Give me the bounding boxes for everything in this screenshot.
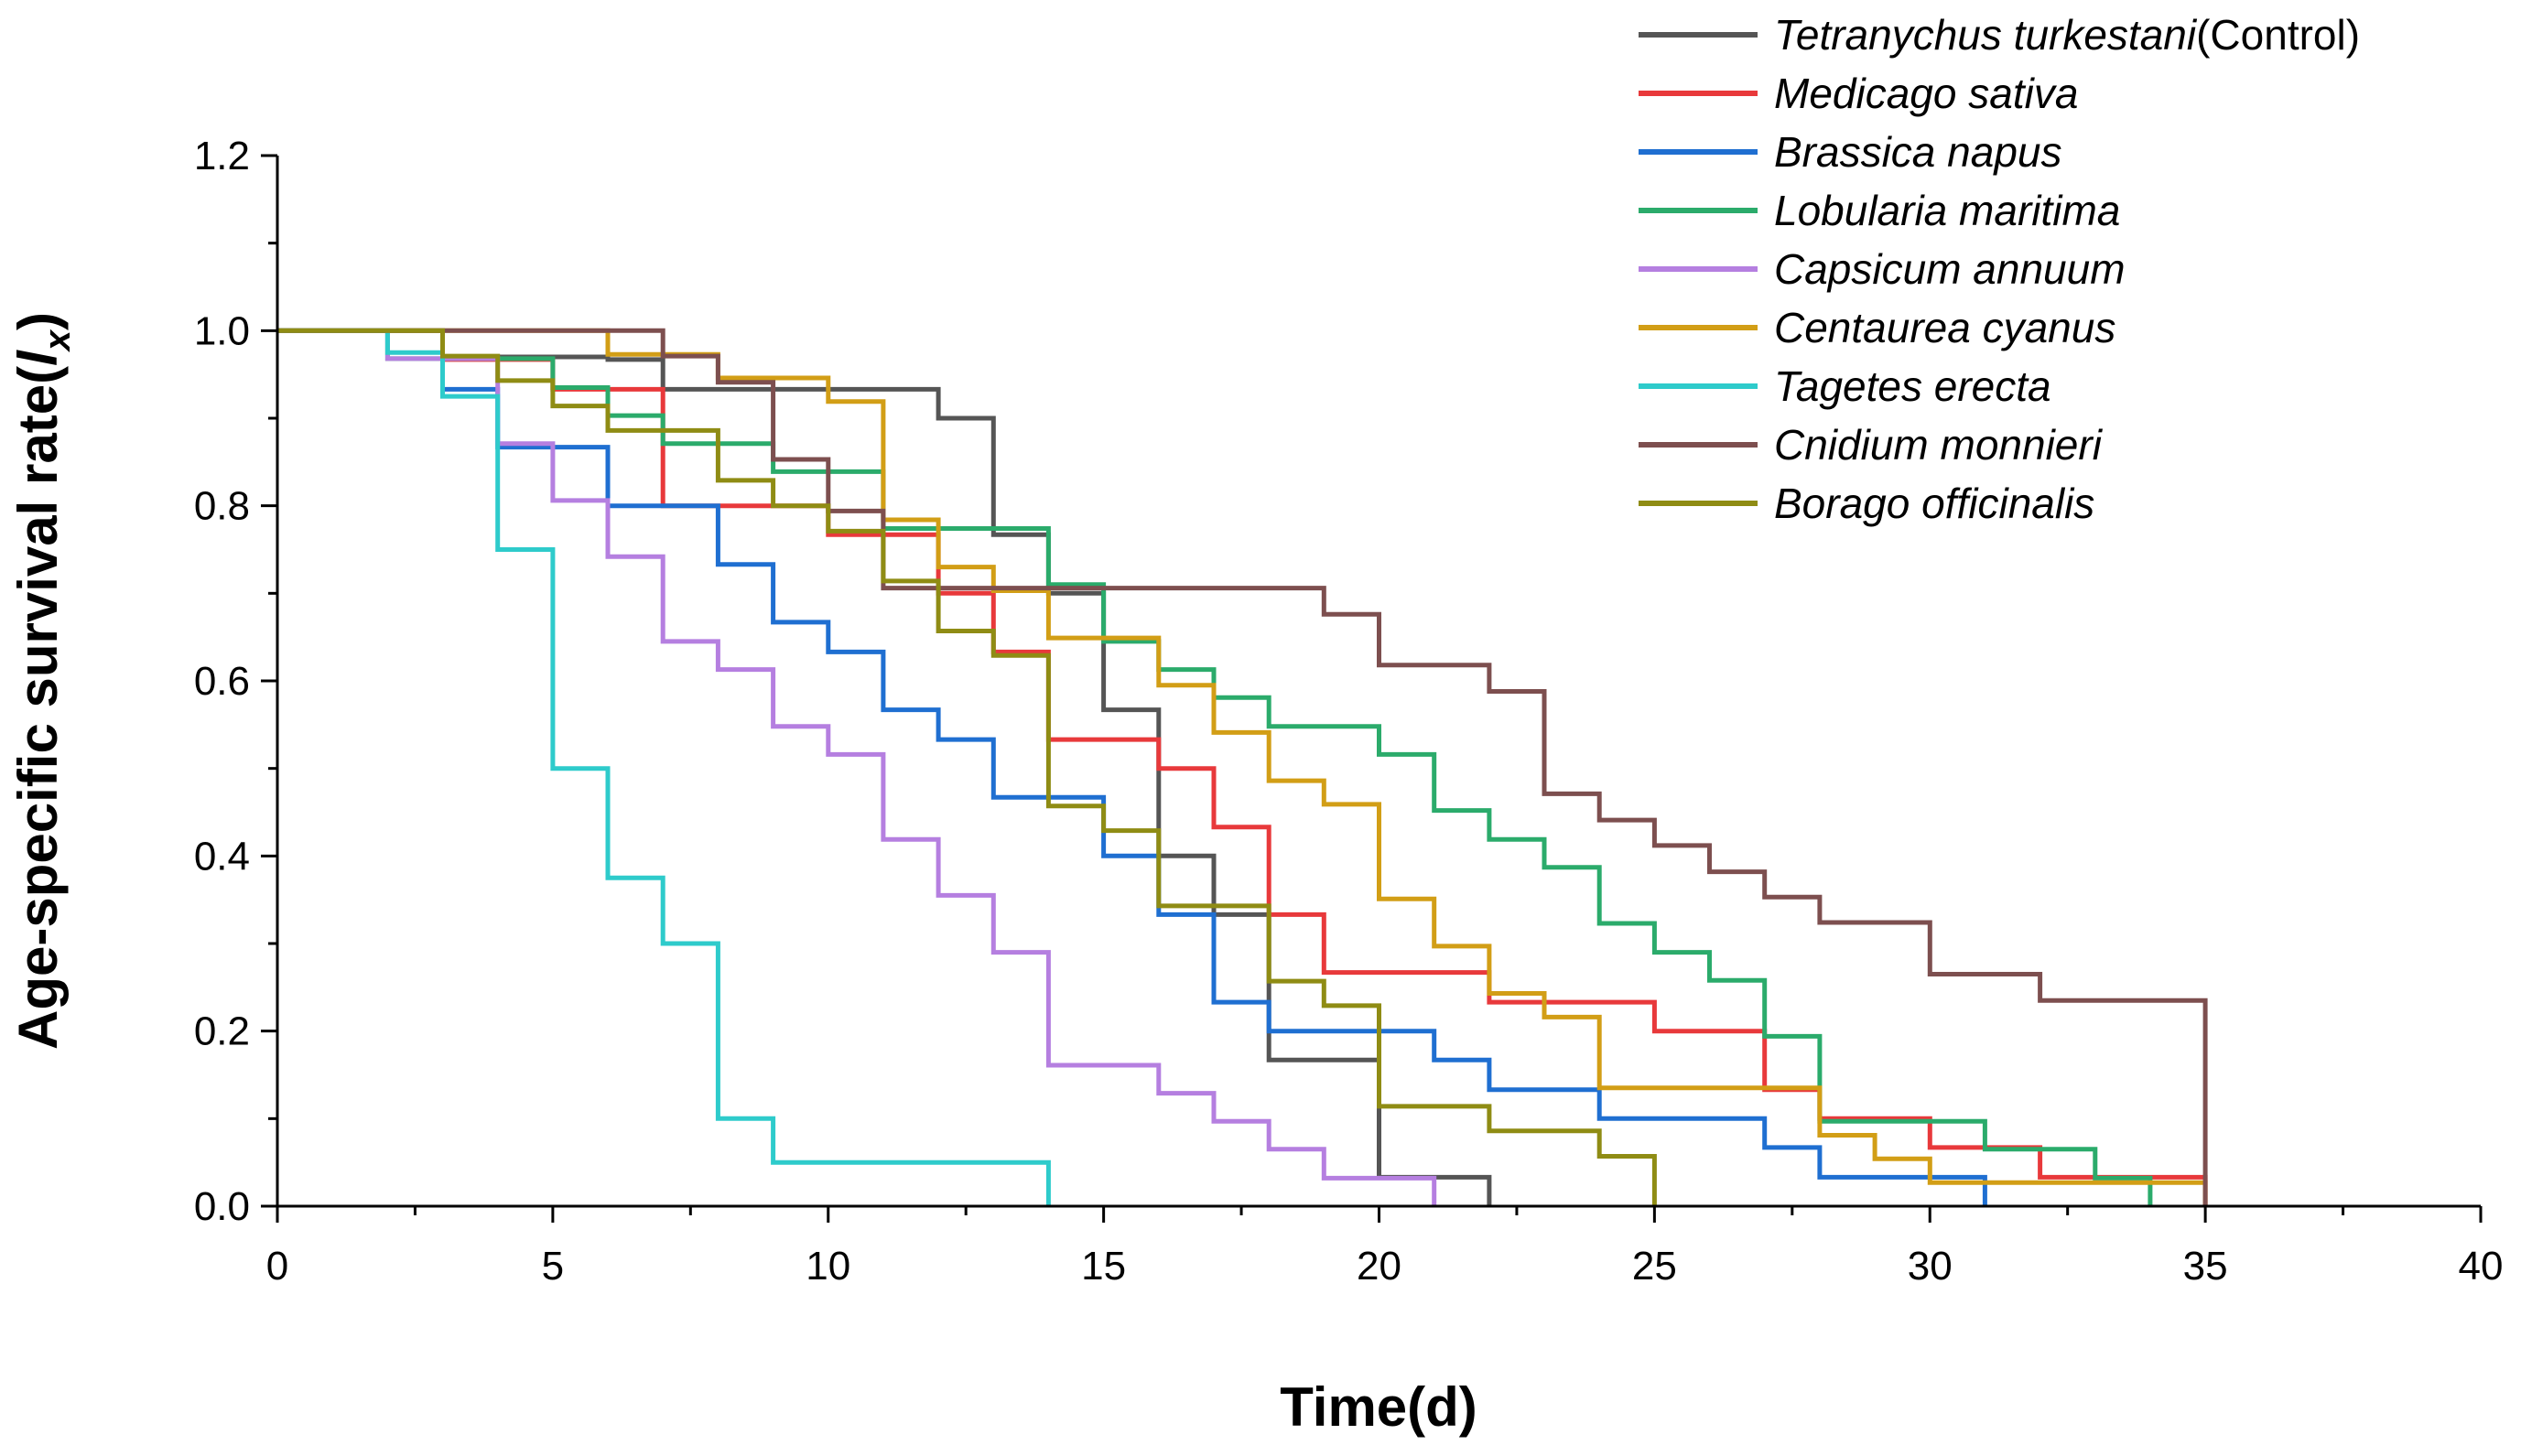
legend-species-name: Centaurea cyanus [1774, 304, 2115, 351]
legend-species-name: Lobularia maritima [1774, 187, 2120, 234]
series-line-3 [277, 328, 1987, 1206]
y-ticks: 0.0 0.2 0.4 0.6 0.8 1.0 1.2 [194, 134, 277, 1229]
legend-label: Tagetes erecta [1774, 362, 2051, 410]
y-tick-label: 0.4 [194, 834, 250, 879]
legend-label: Lobularia maritima [1774, 187, 2120, 234]
legend-label: Centaurea cyanus [1774, 304, 2115, 351]
series-line-5 [277, 328, 1437, 1206]
legend-label: Capsicum annuum [1774, 245, 2126, 293]
y-tick-label: 1.2 [194, 134, 250, 178]
y-axis-title-suffix: ) [7, 312, 69, 330]
legend-species-name: Capsicum annuum [1774, 245, 2126, 293]
series-lines [277, 328, 2208, 1206]
series-line-4 [277, 328, 2153, 1206]
y-tick-label: 0.8 [194, 484, 250, 529]
x-tick-label: 20 [1357, 1244, 1401, 1289]
series-line-9 [277, 328, 1657, 1206]
legend-species-name: Brassica napus [1774, 128, 2062, 176]
legend-label: Borago officinalis [1774, 480, 2094, 527]
series-line-6 [277, 328, 2208, 1206]
legend-label: Tetranychus turkestani(Control) [1774, 11, 2360, 59]
legend-label: Medicago sativa [1774, 70, 2078, 117]
y-tick-label: 1.0 [194, 308, 250, 353]
y-axis-title-subscript: x [38, 329, 78, 352]
legend-species-name: Cnidium monnieri [1774, 421, 2104, 469]
x-tick-label: 0 [266, 1244, 288, 1289]
legend: Tetranychus turkestani(Control) Medicago … [1639, 11, 2360, 527]
legend-label: Brassica napus [1774, 128, 2062, 176]
legend-suffix: (Control) [2196, 11, 2360, 59]
x-tick-label: 35 [2183, 1244, 2228, 1289]
legend-label: Cnidium monnieri [1774, 421, 2104, 469]
legend-species-name: Borago officinalis [1774, 480, 2094, 527]
series-line-8 [277, 328, 2208, 1206]
y-tick-label: 0.6 [194, 659, 250, 704]
x-tick-label: 15 [1081, 1244, 1126, 1289]
x-axis-title: Time(d) [1280, 1376, 1477, 1438]
x-tick-label: 30 [1908, 1244, 1953, 1289]
legend-species-name: Tetranychus turkestani [1774, 11, 2198, 59]
y-axis-title: Age-specific survival rate(lx) [7, 312, 78, 1050]
x-tick-label: 40 [2459, 1244, 2504, 1289]
x-tick-label: 5 [542, 1244, 564, 1289]
y-axis-title-symbol: l [7, 350, 69, 366]
y-axis-title-prefix: Age-specific survival rate( [7, 366, 69, 1050]
legend-species-name: Medicago sativa [1774, 70, 2078, 117]
x-tick-label: 10 [806, 1244, 850, 1289]
x-ticks: 0 5 10 15 20 25 30 35 40 [266, 1206, 2504, 1289]
y-tick-label: 0.2 [194, 1009, 250, 1054]
x-tick-label: 25 [1632, 1244, 1677, 1289]
legend-species-name: Tagetes erecta [1774, 362, 2051, 410]
y-tick-label: 0.0 [194, 1184, 250, 1229]
